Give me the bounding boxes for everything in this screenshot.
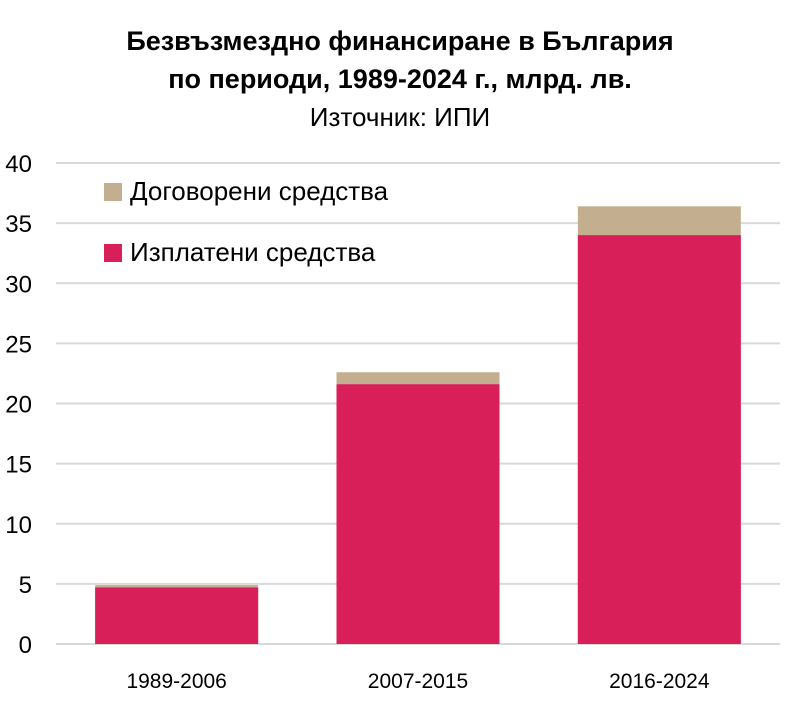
y-tick-label: 25 [5,331,32,358]
y-tick-label: 40 [5,151,32,178]
chart-source: Източник: ИПИ [309,102,491,132]
legend-label-paid: Изплатени средства [130,237,376,267]
x-tick-label: 2007-2015 [368,670,468,693]
legend-item-paid: Изплатени средства [104,237,375,268]
chart-title: Безвъзмездно финансиране в България [126,26,674,56]
y-tick-label: 35 [5,211,32,238]
bar-paid [577,235,741,644]
y-tick-label: 15 [5,452,32,479]
x-tick-label: 2016-2024 [609,670,710,693]
bar-paid [95,587,259,644]
chart-subtitle: по периоди, 1989-2024 г., млрд. лв. [168,64,632,94]
legend-swatch-paid [104,243,122,262]
y-tick-label: 5 [19,572,32,599]
legend-label-contracted: Договорени средства [130,176,389,206]
y-tick-label: 0 [19,632,32,659]
bar-paid [336,384,500,644]
y-tick-label: 20 [5,392,32,419]
y-tick-label: 10 [5,512,32,539]
y-tick-label: 30 [5,271,32,298]
x-tick-label: 1989-2006 [126,670,226,693]
legend-item-contracted: Договорени средства [104,176,388,207]
legend-swatch-contracted [104,182,122,201]
